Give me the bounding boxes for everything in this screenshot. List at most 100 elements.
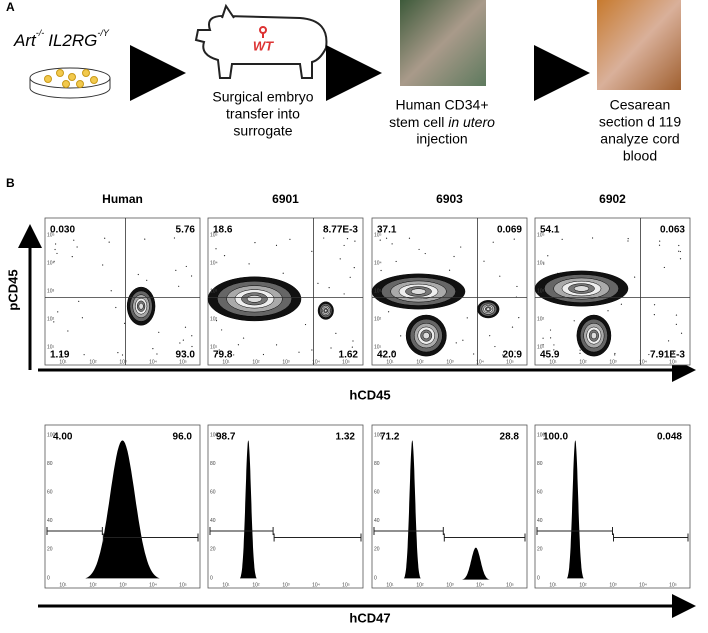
tick-label: 100 [537,432,546,438]
tick-label: 10³ [47,288,55,294]
dot [514,350,516,352]
dot [304,323,307,326]
quadrant-value: 18.6 [213,225,233,236]
dot [380,269,382,272]
dot [115,306,117,309]
tick-label: 10⁵ [342,582,350,588]
tick-label: 10⁵ [179,359,187,365]
tick-label: 40 [537,518,543,524]
dot [675,314,678,316]
dot [517,353,519,355]
dot [353,266,355,269]
tick-label: 10² [579,359,587,365]
step-text: section d 119 [599,114,681,130]
tick-label: 10³ [609,359,617,365]
dot [499,275,501,277]
dot [54,248,56,251]
dot [73,239,75,241]
tick-label: 40 [374,518,380,524]
dot [328,287,330,289]
quadrant-value: 54.1 [540,225,560,236]
dot [351,346,353,348]
dot [123,322,126,324]
dot [242,337,245,339]
quadrant-value: 42.0 [377,350,397,361]
dot [102,264,104,266]
dot [453,255,455,258]
dot [513,238,515,240]
dot [311,250,313,252]
quadrant-value: 0.030 [50,225,75,236]
dot [53,321,55,323]
axis-label: hCD47 [349,610,390,625]
dot [71,256,73,258]
dot [330,347,332,349]
dot [349,276,351,278]
tick-label: 80 [537,461,543,467]
dot [543,263,545,265]
dot [104,237,106,239]
dot [56,252,58,255]
tick-label: 60 [47,490,53,496]
tick-label: 10⁴ [210,260,218,266]
tick-label: 10¹ [374,344,382,350]
tick-label: 0 [210,575,213,581]
tick-label: 10⁵ [342,359,350,365]
tick-label: 10² [252,359,260,365]
tick-label: 100 [374,432,383,438]
dot [83,354,85,356]
gate-value: 1.32 [336,432,356,443]
dot [494,345,496,348]
density [324,308,328,313]
tick-label: 10³ [374,288,382,294]
tick-label: 100 [47,432,56,438]
tick-label: 0 [537,575,540,581]
gate-bracket [209,526,362,542]
dot [81,317,83,319]
dot [667,340,670,342]
tick-label: 80 [374,461,380,467]
dot [653,314,655,316]
tick-label: 10⁵ [210,232,218,238]
dot [156,353,158,355]
tick-label: 10² [537,316,545,322]
dot [184,326,187,328]
tick-label: 10¹ [222,359,230,365]
dot [179,342,181,344]
quadrant-value: 20.9 [503,350,523,361]
dot [354,240,356,242]
dot [462,339,464,341]
dot [254,242,256,244]
dot [190,275,193,277]
quadrant-value: 45.9 [540,350,560,361]
step-text: transfer into [226,106,300,122]
dot [323,237,325,239]
dot [158,331,160,333]
histogram-peak [461,547,490,580]
tick-label: 10² [210,316,218,322]
dot [275,244,278,246]
density [246,295,263,303]
dot [511,326,514,328]
gate-value: 0.048 [657,432,682,443]
quadrant-value: 8.77E-3 [323,225,358,236]
gate-value: 4.00 [53,432,73,443]
quadrant-value: 1.19 [50,350,70,361]
dot [262,353,265,356]
step-text: surrogate [233,123,292,139]
dot [216,352,219,354]
tick-label: 10⁴ [149,359,157,365]
plot-frame [44,217,201,366]
tick-label: 80 [47,461,53,467]
dot [553,344,555,346]
dot [352,340,354,342]
dot [408,237,411,239]
dot [137,273,139,276]
tick-label: 10³ [282,582,290,588]
dot [57,311,59,313]
quadrant-value: 5.76 [176,225,196,236]
dot [181,350,183,352]
step-text: Human CD34+ [396,97,489,113]
dot [516,285,518,288]
density [422,332,430,340]
